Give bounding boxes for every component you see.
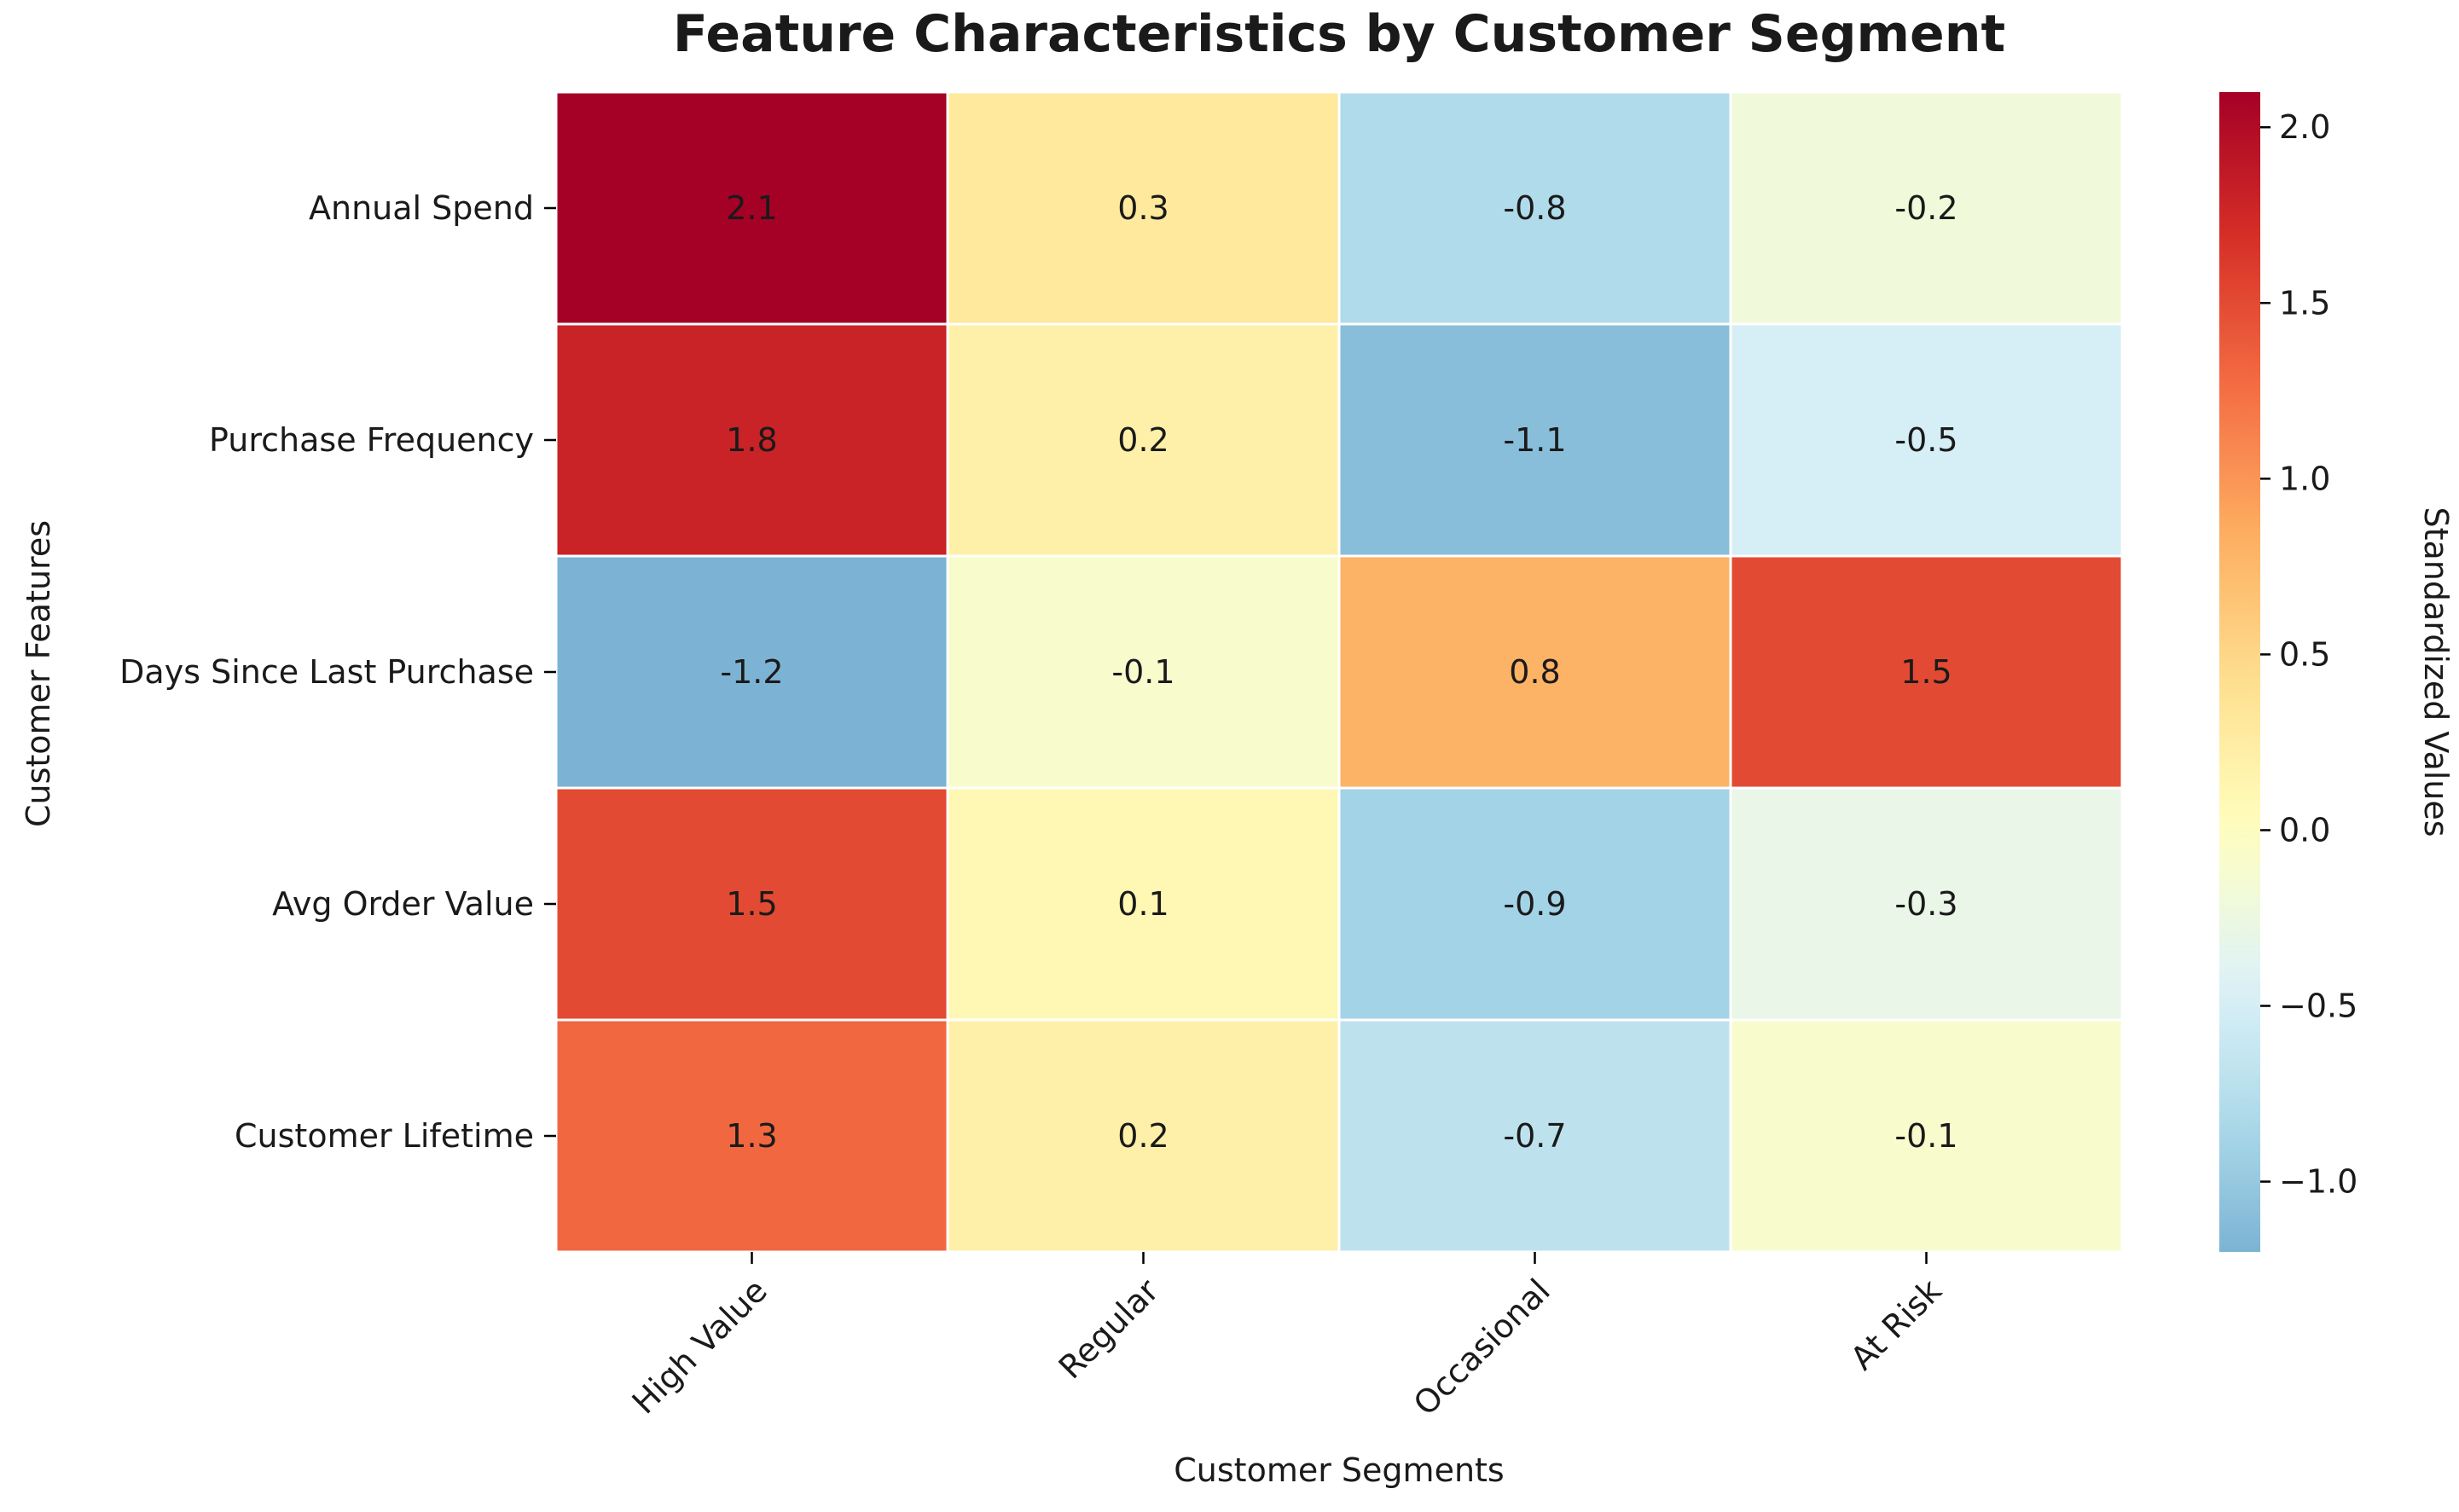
cell-value-label: -0.7 (1503, 1117, 1566, 1155)
cell-value-label: 0.1 (1117, 885, 1169, 923)
colorbar-tick-label: −0.5 (2279, 988, 2358, 1025)
cell-value-label: 0.3 (1117, 189, 1169, 227)
heatmap-cell (1729, 322, 2124, 558)
colorbar-ticks: 2.0 1.5 1.0 0.5 0.0 −0.5 −1.0 (2260, 108, 2358, 1201)
cell-value-label: -1.1 (1503, 421, 1566, 459)
cell-value-label: 2.1 (726, 189, 777, 227)
y-tick-label: Customer Lifetime (235, 1117, 534, 1155)
cell-value-label: -1.2 (720, 653, 783, 691)
colorbar: 2.0 1.5 1.0 0.5 0.0 −0.5 −1.0 Standardized Val… (2219, 92, 2455, 1252)
x-axis-tick-labels: High Value Regular Occasional At Risk (625, 1252, 1949, 1422)
heatmap-cell (1729, 1018, 2124, 1254)
cell-value-label: 1.3 (726, 1117, 777, 1155)
colorbar-gradient (2219, 92, 2260, 1252)
cell-value-label: -0.8 (1503, 189, 1566, 227)
colorbar-tick-label: 0.0 (2279, 811, 2330, 849)
cell-value-label: 0.2 (1117, 1117, 1169, 1155)
x-tick-label: High Value (625, 1272, 774, 1421)
heatmap-cell (554, 90, 949, 326)
y-tick-label: Purchase Frequency (209, 421, 534, 459)
colorbar-tick-label: 1.5 (2279, 284, 2330, 322)
heatmap-cells: 2.1 0.3 -0.8 -0.2 1.8 0.2 -1.1 -0.5 -1.2 -0.1 0.8 1… (554, 90, 2124, 1254)
cell-value-label: 1.5 (1900, 653, 1952, 691)
cell-value-label: 1.5 (726, 885, 777, 923)
heatmap-cell (554, 786, 949, 1022)
x-axis-label: Customer Segments (1174, 1451, 1504, 1489)
cell-value-label: -0.2 (1894, 189, 1957, 227)
heatmap-cell (946, 322, 1341, 558)
y-axis-label: Customer Features (20, 520, 57, 827)
x-tick-label: Occasional (1406, 1272, 1557, 1422)
y-axis-tick-labels: Annual Spend Purchase Frequency Days Since… (119, 189, 556, 1155)
heatmap-cell (946, 1018, 1341, 1254)
cell-value-label: 1.8 (726, 421, 777, 459)
colorbar-tick-label: 0.5 (2279, 635, 2330, 673)
x-tick-label: At Risk (1843, 1272, 1949, 1377)
heatmap-cell (1337, 786, 1732, 1022)
heatmap-cell (1337, 1018, 1732, 1254)
cell-value-label: 0.2 (1117, 421, 1169, 459)
colorbar-label: Standardized Values (2417, 507, 2455, 837)
y-tick-label: Annual Spend (309, 189, 534, 227)
heatmap-cell (1729, 554, 2124, 790)
heatmap-cell (1337, 90, 1732, 326)
colorbar-tick-label: −1.0 (2279, 1163, 2358, 1201)
cell-value-label: -0.3 (1894, 885, 1957, 923)
heatmap-cell (946, 90, 1341, 326)
cell-value-label: 0.8 (1509, 653, 1560, 691)
heatmap-cell (946, 554, 1341, 790)
heatmap-cell (1729, 786, 2124, 1022)
cell-value-label: -0.1 (1111, 653, 1174, 691)
heatmap-cell (946, 786, 1341, 1022)
x-tick-label: Regular (1052, 1272, 1166, 1386)
heatmap-cell (1729, 90, 2124, 326)
y-tick-label: Avg Order Value (272, 885, 534, 923)
heatmap-cell (554, 1018, 949, 1254)
colorbar-tick-label: 2.0 (2279, 108, 2330, 146)
chart-title: Feature Characteristics by Customer Segm… (673, 4, 2005, 64)
cell-value-label: -0.5 (1894, 421, 1957, 459)
colorbar-tick-label: 1.0 (2279, 460, 2330, 497)
cell-value-label: -0.9 (1503, 885, 1566, 923)
heatmap-cell (554, 322, 949, 558)
y-tick-label: Days Since Last Purchase (119, 653, 534, 691)
cell-value-label: -0.1 (1894, 1117, 1957, 1155)
